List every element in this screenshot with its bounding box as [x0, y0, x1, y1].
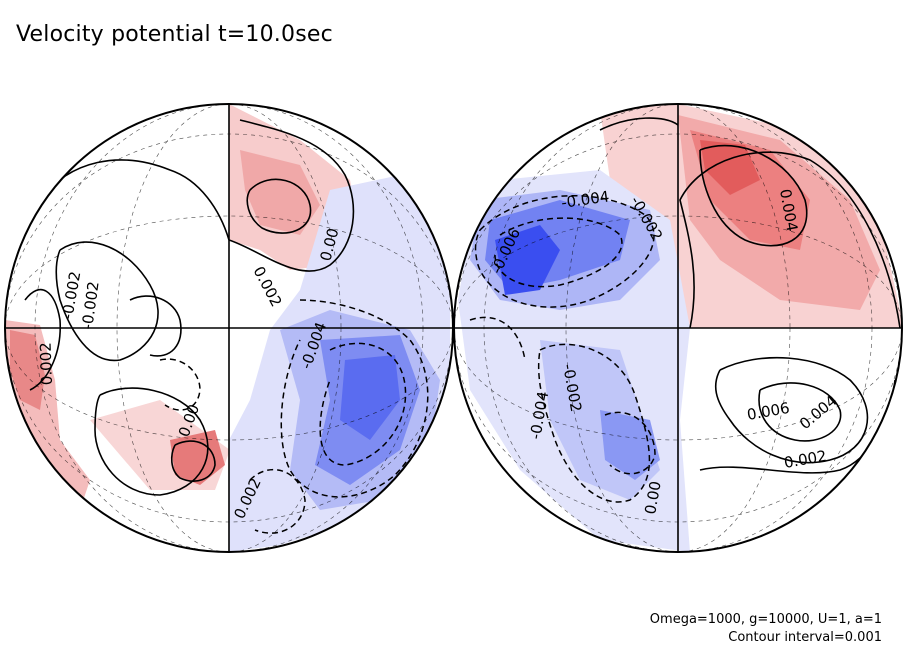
contour-line — [24, 288, 61, 391]
negative-region — [340, 355, 400, 440]
contour-line — [39, 159, 230, 241]
negative-region — [495, 225, 560, 295]
contour-line — [55, 241, 159, 362]
positive-region — [10, 330, 45, 410]
contour-line — [679, 151, 901, 329]
contour-line — [494, 217, 623, 288]
figure-title: Velocity potential t=10.0sec — [16, 22, 333, 47]
contour-line — [537, 343, 651, 503]
footer-parameters: Omega=1000, g=10000, U=1, a=1 — [649, 612, 882, 627]
contour-line — [246, 178, 312, 234]
positive-region — [170, 430, 225, 485]
contour-line — [599, 117, 679, 131]
contour-line — [699, 144, 808, 247]
contour-label: 0.002 — [37, 342, 56, 386]
contour-line — [319, 342, 407, 466]
contour-line — [280, 299, 429, 498]
contour-line — [249, 469, 306, 534]
positive-region — [240, 150, 320, 235]
contour-label: 0.00 — [641, 480, 665, 516]
contour-line — [94, 387, 209, 496]
contour-line — [604, 411, 656, 475]
contour-line — [129, 295, 182, 357]
contour-line — [170, 440, 216, 482]
contour-line — [228, 119, 355, 272]
contour-line — [474, 194, 655, 308]
contour-line — [758, 382, 842, 442]
contour-line — [714, 356, 869, 464]
footer-contour-interval: Contour interval=0.001 — [728, 630, 882, 645]
contour-line — [469, 316, 526, 361]
right-hemisphere: -0.004 -0.002 -0.006 0.004 -0.002 -0.004… — [453, 103, 903, 553]
left-hemisphere: 0.002 0.00 -0.004 0.002 -0.002 0.00 0.00… — [4, 103, 454, 553]
